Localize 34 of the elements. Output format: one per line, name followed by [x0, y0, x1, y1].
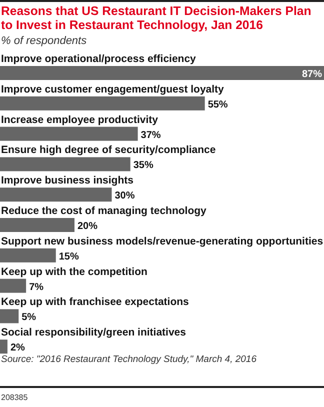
data-label: 5%	[22, 312, 36, 324]
data-label: 20%	[77, 221, 98, 232]
data-label: 15%	[58, 251, 79, 262]
bar	[0, 188, 112, 202]
bar	[0, 66, 324, 80]
y-tick-label: Support new business models/revenue-generating opportunities	[1, 235, 324, 248]
y-tick-label: Keep up with franchisee expectations	[1, 296, 190, 308]
y-tick-label: Improve customer engagement/guest loyalty	[1, 83, 224, 96]
y-tick-label: Social responsibility/green initiatives	[1, 326, 186, 339]
bar	[0, 157, 130, 172]
y-tick-label: Ensure high degree of security/compliance	[1, 144, 216, 156]
y-tick-label: Increase employee productivity	[1, 114, 158, 126]
y-tick-label: Keep up with the competition	[1, 266, 148, 278]
chart-subtitle: % of respondents	[1, 35, 88, 47]
bar	[0, 309, 19, 324]
bar	[0, 218, 74, 232]
source-note: Source: "2016 Restaurant Technology Study," March 4, 2016	[1, 354, 258, 365]
text: 208385	[1, 393, 28, 402]
bar	[0, 126, 138, 141]
data-label: 30%	[114, 190, 135, 202]
y-tick-label: Reduce the cost of managing technology	[1, 205, 207, 217]
bar	[0, 96, 205, 110]
data-label: 55%	[208, 99, 228, 110]
data-label: 35%	[133, 160, 154, 172]
bar	[0, 248, 56, 262]
data-label: 87%	[302, 69, 322, 80]
chart-title: Reasons that US Restaurant IT Decision-Makers Plan to Invest in Restaurant Technology, Jan 2016	[1, 4, 312, 32]
data-label: 2%	[10, 342, 26, 354]
y-tick-label: Improve business insights	[1, 174, 134, 187]
data-label: 7%	[29, 282, 44, 293]
bar	[0, 278, 26, 293]
bar	[0, 340, 8, 354]
data-label: 37%	[140, 130, 161, 141]
y-tick-label: Improve operational/process efficiency	[1, 53, 196, 65]
